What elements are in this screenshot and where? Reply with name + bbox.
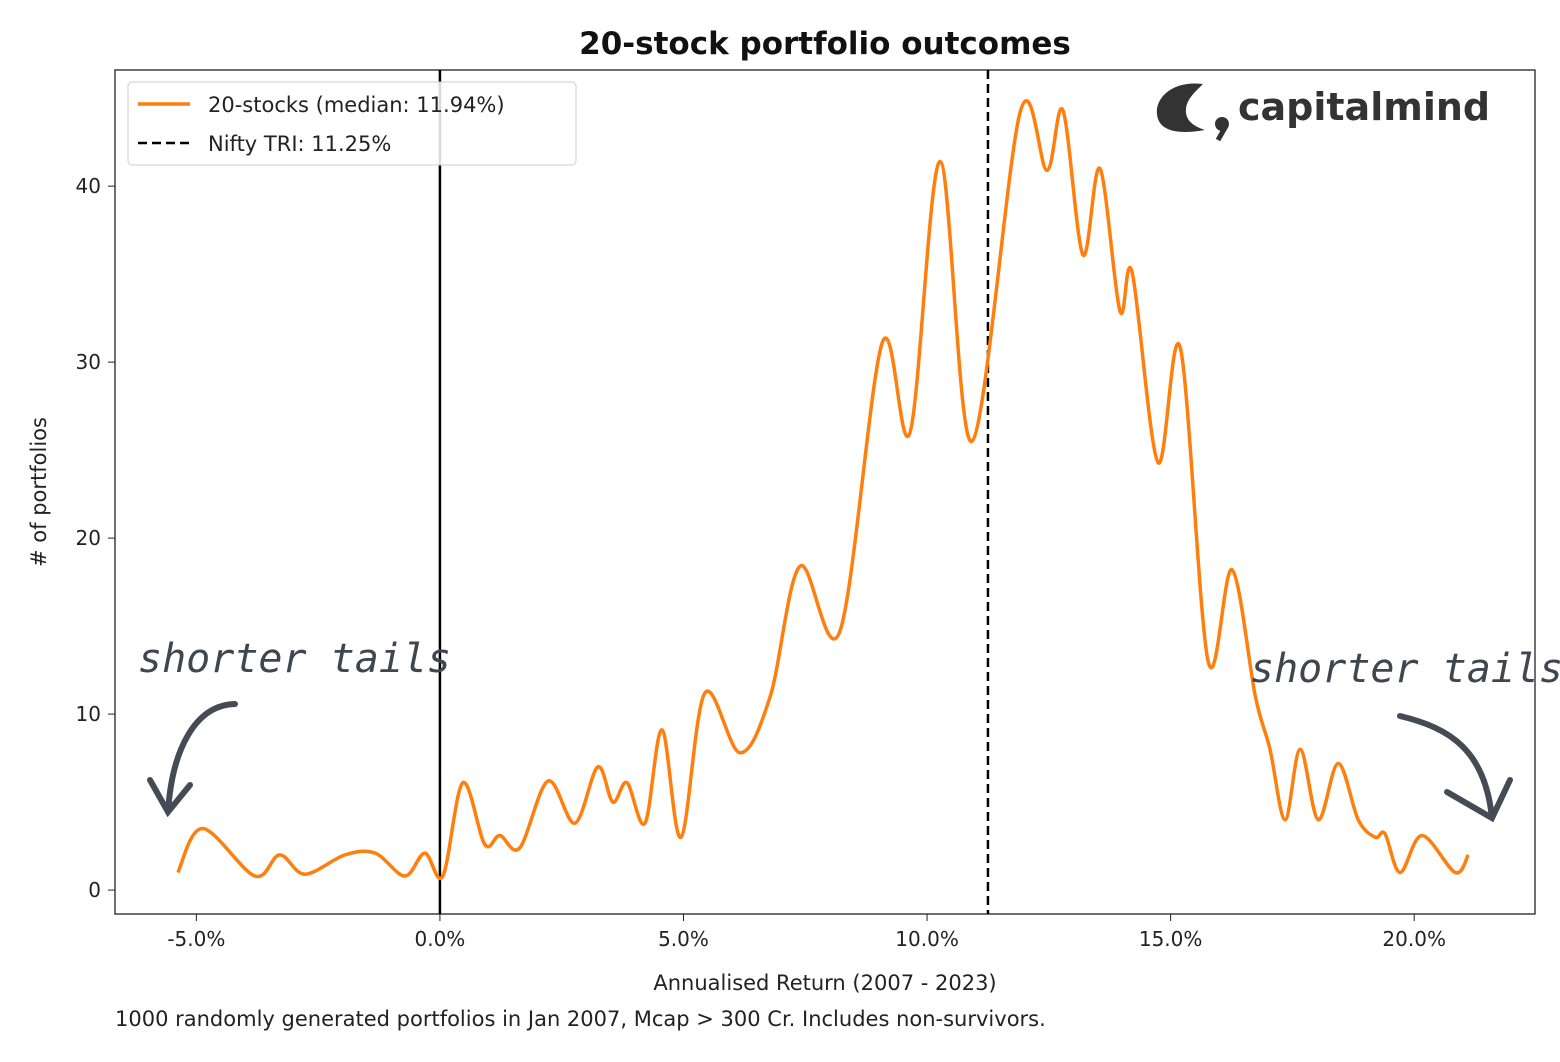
footnote: 1000 randomly generated portfolios in Ja… (115, 1007, 1046, 1031)
y-tick-label: 20 (76, 526, 101, 550)
x-tick-label: -5.0% (167, 927, 225, 951)
chart-title: 20-stock portfolio outcomes (579, 26, 1071, 62)
series-line-20-stocks (176, 99, 1470, 881)
legend: 20-stocks (median: 11.94%) Nifty TRI: 11… (127, 81, 577, 166)
x-tick-label: 10.0% (895, 927, 959, 951)
plot-area (114, 69, 1536, 915)
logo-mark-icon (1156, 83, 1205, 133)
legend-label-20-stocks: 20-stocks (median: 11.94%) (208, 93, 505, 117)
y-tick-label: 40 (76, 174, 101, 198)
x-axis-label: Annualised Return (2007 - 2023) (653, 971, 996, 995)
legend-label-nifty: Nifty TRI: 11.25% (208, 132, 391, 156)
annotation-text-left: shorter tails (138, 636, 451, 682)
annotation-text-right: shorter tails (1250, 646, 1560, 692)
curved-arrow-icon (1397, 713, 1513, 823)
y-axis-label: # of portfolios (27, 417, 51, 567)
x-axis: -5.0% 0.0% 5.0% 10.0% 15.0% 20.0% (167, 914, 1446, 951)
curved-arrow-icon (147, 701, 238, 818)
annotation-right: shorter tails (1250, 646, 1560, 823)
vertical-lines (438, 70, 990, 914)
x-tick-label: 15.0% (1139, 927, 1203, 951)
x-tick-label: 5.0% (658, 927, 709, 951)
svg-text:capitalmind: capitalmind (1238, 85, 1490, 129)
y-tick-label: 10 (76, 702, 101, 726)
annotation-left: shorter tails (138, 636, 451, 818)
capitalmind-logo: capitalmind (1156, 83, 1490, 142)
x-tick-label: 20.0% (1382, 927, 1446, 951)
y-tick-label: 0 (88, 878, 101, 902)
y-axis: 0 10 20 30 40 (76, 174, 115, 902)
x-tick-label: 0.0% (415, 927, 466, 951)
y-tick-label: 30 (76, 350, 101, 374)
